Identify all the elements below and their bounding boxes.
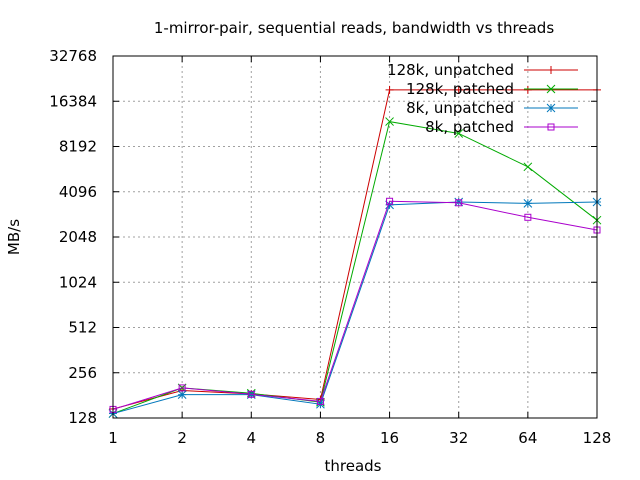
series-layer: [108, 85, 602, 418]
x-tick-label: 128: [583, 429, 612, 447]
data-point-square: [247, 390, 255, 398]
x-axis-label: threads: [325, 457, 382, 475]
legend-label: 128k, patched: [406, 80, 514, 98]
data-point-plus: [454, 85, 463, 94]
legend-label: 8k, unpatched: [406, 99, 514, 117]
series-1: [109, 85, 601, 413]
legend-label: 128k, unpatched: [387, 61, 514, 79]
x-tick-label: 2: [177, 429, 187, 447]
legend-item: 128k, unpatched: [387, 61, 578, 79]
legend-item: 128k, patched: [406, 80, 578, 98]
y-tick-label: 128: [68, 409, 97, 427]
y-tick-label: 8192: [59, 138, 97, 156]
data-point-star: [177, 390, 187, 400]
data-point-square: [316, 397, 324, 405]
chart-title: 1-mirror-pair, sequential reads, bandwid…: [154, 19, 554, 37]
axis-ticks: 1 2 4 8 16 32 64 128 128 256 512 1024 2048 4096 8192 16…: [49, 47, 611, 447]
y-tick-label: 4096: [59, 183, 97, 201]
y-tick-label: 2048: [59, 228, 97, 246]
y-tick-label: 1024: [59, 273, 97, 291]
legend-item: 8k, patched: [425, 118, 578, 136]
data-point-star: [546, 103, 556, 113]
x-tick-label: 16: [380, 429, 399, 447]
series-line: [112, 201, 598, 415]
y-tick-label: 512: [68, 319, 97, 337]
x-tick-label: 1: [108, 429, 118, 447]
y-tick-label: 256: [68, 364, 97, 382]
y-axis-label: MB/s: [5, 219, 23, 255]
data-point-square: [178, 384, 186, 392]
data-point-plus: [523, 85, 532, 94]
data-point-cross: [385, 117, 394, 126]
legend-item: 8k, unpatched: [406, 99, 578, 117]
grid: [113, 56, 597, 418]
data-point-square: [547, 123, 555, 131]
legend-label: 8k, patched: [425, 118, 514, 136]
x-tick-label: 64: [518, 429, 537, 447]
data-point-cross: [454, 129, 464, 138]
series-line: [112, 121, 598, 415]
data-point-square: [386, 197, 394, 205]
data-point-cross: [546, 84, 556, 94]
data-point-plus: [385, 85, 394, 94]
data-point-square: [455, 199, 463, 207]
y-tick-label: 16384: [49, 92, 97, 110]
data-point-cross: [523, 162, 533, 172]
x-tick-label: 8: [316, 429, 326, 447]
series-line: [112, 200, 598, 410]
data-point-plus: [547, 66, 555, 74]
data-point-star: [523, 198, 533, 208]
x-tick-label: 32: [449, 429, 468, 447]
series-line: [112, 89, 597, 410]
x-tick-label: 4: [247, 429, 257, 447]
data-point-square: [524, 213, 532, 221]
y-tick-label: 32768: [49, 47, 97, 65]
